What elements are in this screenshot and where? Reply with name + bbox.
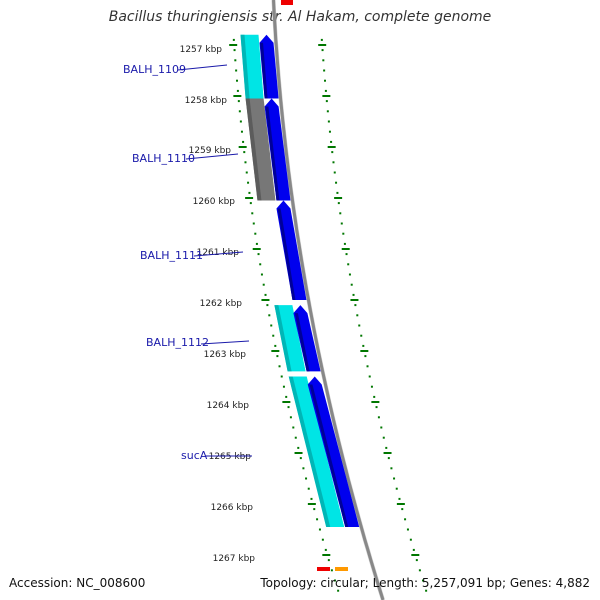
bottom-orange-marker (335, 567, 348, 571)
forward-cds-3[interactable] (293, 305, 321, 372)
accession-text: Accession: NC_008600 (9, 576, 146, 590)
bottom-red-marker (317, 567, 330, 571)
feature-cyan-3[interactable] (288, 376, 345, 527)
gene-labels: BALH_1109 BALH_1110 BALH_1111 BALH_1112 … (123, 63, 252, 462)
forward-cds-1[interactable] (264, 98, 291, 201)
forward-cds-shade-0 (260, 42, 268, 99)
scale-label-1258: 1258 kbp (185, 96, 228, 106)
feature-tracks (240, 34, 360, 527)
feature-stripe-0 (240, 34, 250, 99)
scale-label-1267: 1267 kbp (213, 554, 256, 564)
topology-summary-text: Topology: circular; Length: 5,257,091 bp… (260, 576, 590, 590)
forward-cds-shade-4 (309, 384, 349, 527)
leader-balh-1109 (177, 64, 228, 71)
scale-label-1265: 1265 kbp (209, 452, 252, 462)
marker-layer (281, 0, 348, 571)
leader-balh-1110 (185, 153, 239, 160)
leader-balh-1112 (200, 340, 250, 345)
genome-backbone (272, 0, 385, 600)
forward-cds-shade-3 (294, 313, 310, 372)
scale-label-1261: 1261 kbp (197, 248, 240, 258)
forward-cds-shade-1 (265, 106, 280, 201)
feature-stripe-2 (274, 305, 292, 372)
gene-label-balh-1109[interactable]: BALH_1109 (123, 63, 186, 76)
feature-stripe-1 (245, 98, 262, 201)
scale-label-1262: 1262 kbp (200, 299, 243, 309)
feature-stripe-3 (288, 376, 331, 527)
forward-cds-4[interactable] (307, 376, 360, 527)
gene-label-balh-1110[interactable]: BALH_1110 (132, 152, 195, 165)
scale-label-1263: 1263 kbp (204, 350, 247, 360)
top-red-marker (281, 0, 293, 5)
gene-label-balh-1111[interactable]: BALH_1111 (140, 249, 203, 262)
forward-cds-shade-2 (277, 208, 296, 300)
backbone-layer (271, 0, 385, 600)
leader-balh-1111 (193, 251, 244, 257)
scale-label-1264: 1264 kbp (207, 401, 250, 411)
scale-label-1266: 1266 kbp (211, 503, 254, 513)
feature-gray-1[interactable] (245, 98, 276, 201)
scale-label-1260: 1260 kbp (193, 197, 236, 207)
gene-label-suca[interactable]: sucA (181, 449, 208, 462)
feature-cyan-2[interactable] (274, 305, 306, 372)
forward-cds-2[interactable] (276, 200, 307, 300)
gene-label-balh-1112[interactable]: BALH_1112 (146, 336, 209, 349)
scale-label-1257: 1257 kbp (180, 45, 223, 55)
scale-labels: 1257 kbp 1258 kbp 1259 kbp 1260 kbp 1261… (180, 45, 256, 564)
tick-marks (229, 38, 428, 592)
scale-label-1259: 1259 kbp (189, 146, 232, 156)
map-title: Bacillus thuringiensis str. Al Hakam, co… (108, 9, 492, 25)
